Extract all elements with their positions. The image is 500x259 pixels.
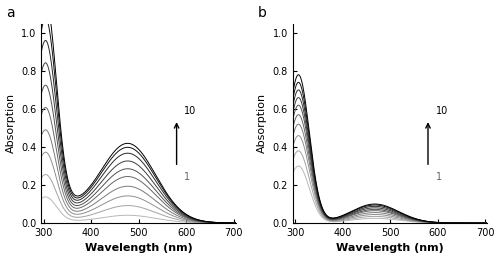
X-axis label: Wavelength (nm): Wavelength (nm) [336,243,444,254]
Text: 10: 10 [184,106,196,116]
Y-axis label: Absorption: Absorption [257,93,267,153]
Text: 10: 10 [436,106,448,116]
Text: a: a [6,5,15,19]
Y-axis label: Absorption: Absorption [6,93,16,153]
X-axis label: Wavelength (nm): Wavelength (nm) [85,243,192,254]
Text: b: b [258,5,266,19]
Text: 1: 1 [184,172,190,182]
Text: 1: 1 [436,172,442,182]
